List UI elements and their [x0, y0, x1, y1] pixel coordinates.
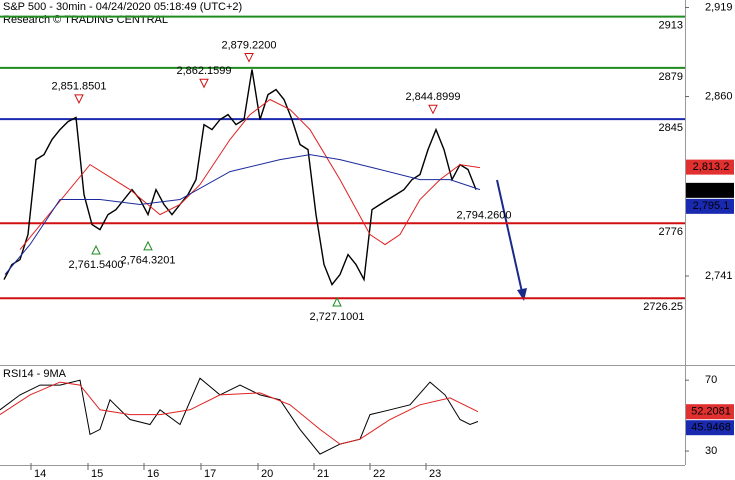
pivot-marker	[91, 244, 101, 255]
chart-title: S&P 500 - 30min - 04/24/2020 05:18:49 (U…	[3, 1, 242, 13]
price-box-label: 2,797.8	[693, 184, 730, 196]
pivot-label: 2,862.1599	[176, 65, 231, 77]
level-label: 2879	[659, 71, 683, 83]
pivot-marker	[244, 53, 254, 63]
pivot-marker	[332, 296, 342, 307]
pivot-label: 2,879.2200	[221, 39, 276, 51]
pivot-label: 2,764.3201	[120, 255, 175, 267]
series-line	[19, 98, 481, 250]
level-label: 2845	[659, 122, 683, 134]
series-line	[0, 381, 479, 445]
x-tick-label: 15	[91, 468, 103, 480]
pivot-marker	[199, 78, 209, 89]
x-tick-label: 23	[429, 468, 441, 480]
y-tick-label: 30	[705, 445, 717, 457]
x-tick-label: 17	[204, 468, 216, 480]
price-box-label: 45.9468	[691, 422, 731, 434]
pivot-label: 2,727.1001	[309, 311, 364, 323]
y-tick-label: 2,741	[705, 270, 733, 282]
forecast-arrow	[496, 179, 523, 293]
price-box	[686, 182, 734, 198]
pivot-marker	[143, 240, 153, 251]
price-box	[686, 420, 734, 436]
price-box-label: 2,795.1	[693, 200, 730, 212]
series-line	[4, 154, 481, 275]
pivot-label: 2,851.8501	[51, 81, 106, 93]
pivot-marker	[74, 94, 84, 104]
price-box-label: 2,813.2	[693, 161, 730, 173]
rsi-title: RSI14 - 9MA	[3, 368, 67, 380]
price-box-label: 52.2081	[691, 406, 731, 418]
pivot-label: 2,844.8999	[405, 91, 460, 103]
level-label: 2726.25	[643, 301, 683, 313]
pivot-label: 2,761.5400	[68, 259, 123, 271]
price-box	[686, 404, 734, 420]
x-tick-label: 14	[34, 468, 46, 480]
pivot-marker	[428, 104, 438, 115]
level-label: 2913	[659, 19, 683, 31]
x-tick-label: 16	[147, 468, 159, 480]
x-tick-label: 20	[261, 468, 273, 480]
y-tick-label: 2,919	[705, 1, 733, 13]
price-box	[686, 159, 734, 175]
y-tick-label: 70	[705, 374, 717, 386]
x-tick-label: 22	[373, 468, 385, 480]
x-tick-label: 21	[317, 468, 329, 480]
pivot-label: 2,794.2600	[456, 210, 511, 222]
series-line	[0, 377, 479, 455]
level-label: 2776	[659, 226, 683, 238]
y-tick-label: 2,860	[705, 90, 733, 102]
series-line	[3, 69, 477, 286]
price-box	[686, 198, 734, 214]
